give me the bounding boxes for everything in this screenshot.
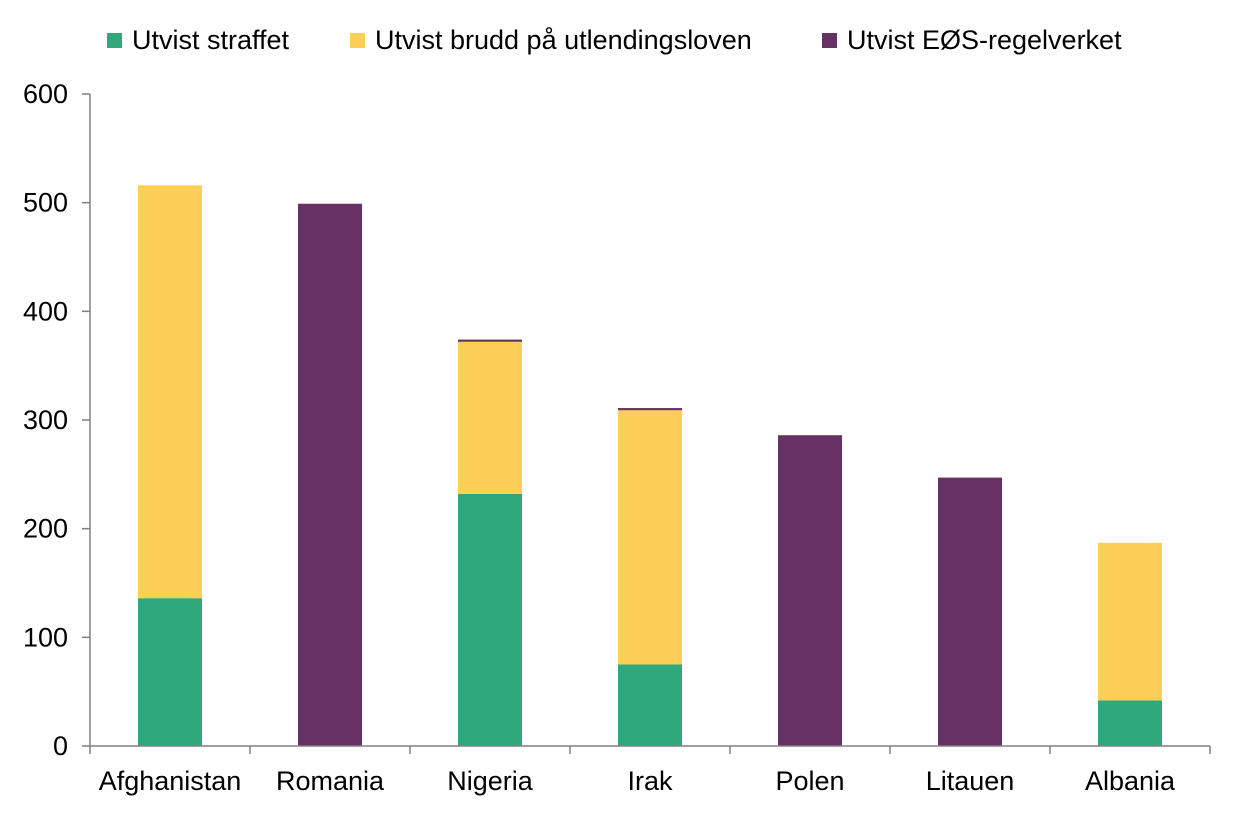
- y-tick-label-600: 600: [23, 79, 68, 109]
- legend-label-utvist-brudd: Utvist brudd på utlendingsloven: [375, 24, 752, 55]
- x-tick-label-polen: Polen: [775, 766, 844, 796]
- x-tick-label-albania: Albania: [1085, 766, 1176, 796]
- y-tick-label-0: 0: [53, 731, 68, 761]
- bar-irak-series-0: [618, 664, 682, 746]
- legend-swatch-utvist-eos: [822, 32, 837, 48]
- x-tick-label-afghanistan: Afghanistan: [99, 766, 242, 796]
- y-tick-label-100: 100: [23, 622, 68, 652]
- bar-nigeria-series-1: [458, 341, 522, 494]
- bar-irak-series-2: [618, 408, 682, 411]
- y-tick-label-200: 200: [23, 514, 68, 544]
- bar-nigeria-series-2: [458, 339, 522, 342]
- x-tick-label-romania: Romania: [276, 766, 385, 796]
- y-tick-label-500: 500: [23, 188, 68, 218]
- x-tick-label-nigeria: Nigeria: [447, 766, 534, 796]
- bar-albania-series-0: [1098, 700, 1162, 746]
- x-tick-label-irak: Irak: [627, 766, 673, 796]
- bar-nigeria-series-0: [458, 493, 522, 746]
- bar-afghanistan-series-0: [138, 598, 202, 746]
- bar-polen-series-2: [778, 435, 842, 746]
- bar-irak-series-1: [618, 410, 682, 665]
- legend: Utvist straffet Utvist brudd på utlendin…: [0, 20, 1238, 60]
- legend-item-utvist-brudd: Utvist brudd på utlendingsloven: [350, 20, 752, 60]
- y-tick-label-300: 300: [23, 405, 68, 435]
- bar-albania-series-1: [1098, 542, 1162, 701]
- legend-item-utvist-straffet: Utvist straffet: [107, 20, 289, 60]
- legend-swatch-utvist-straffet: [107, 32, 122, 48]
- y-tick-label-400: 400: [23, 296, 68, 326]
- bar-afghanistan-series-1: [138, 185, 202, 599]
- legend-label-utvist-eos: Utvist EØS-regelverket: [847, 24, 1122, 55]
- legend-item-utvist-eos: Utvist EØS-regelverket: [822, 20, 1122, 60]
- bar-romania-series-2: [298, 203, 362, 746]
- bar-litauen-series-2: [938, 477, 1002, 746]
- x-tick-label-litauen: Litauen: [926, 766, 1015, 796]
- legend-swatch-utvist-brudd: [350, 32, 365, 48]
- legend-label-utvist-straffet: Utvist straffet: [132, 24, 290, 55]
